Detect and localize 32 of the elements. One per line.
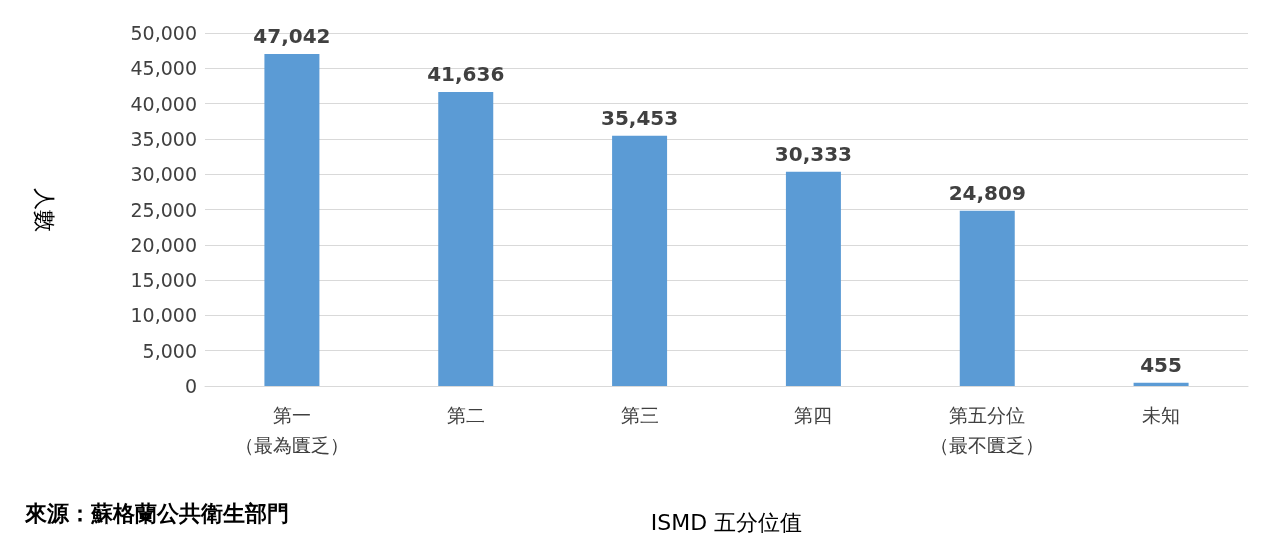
y-tick-label: 15,000: [130, 269, 197, 292]
y-tick-label: 50,000: [130, 22, 197, 44]
bar: [785, 171, 841, 386]
y-axis-title: 人數: [31, 187, 57, 232]
bar: [438, 92, 494, 386]
data-label: 35,453: [600, 105, 679, 130]
bar: [959, 210, 1015, 386]
y-tick-label: 20,000: [130, 233, 197, 256]
bar: [1133, 382, 1189, 386]
y-tick-label: 45,000: [130, 57, 197, 80]
x-tick-label: 第二: [446, 404, 485, 426]
x-tick-label: 未知: [1142, 404, 1181, 426]
y-tick-label: 10,000: [130, 304, 197, 327]
y-tick-label: 0: [184, 375, 197, 397]
bar: [612, 135, 668, 386]
y-tick-label: 30,000: [130, 163, 197, 186]
y-tick-label: 5,000: [142, 339, 197, 362]
data-label: 455: [1140, 352, 1182, 377]
x-axis-title: ISMD 五分位值: [650, 509, 803, 535]
data-label: 41,636: [427, 62, 505, 87]
data-label: 47,042: [253, 23, 331, 48]
bar: [264, 53, 320, 386]
x-tick-label: 第一（最為匱乏）: [234, 404, 349, 456]
y-tick-label: 40,000: [130, 92, 197, 115]
x-tick-label: 第三: [620, 404, 659, 426]
y-tick-label: 25,000: [130, 198, 197, 221]
text: 來源：蘇格蘭公共衛生部門: [24, 500, 289, 526]
data-label: 24,809: [948, 180, 1026, 205]
x-tick-label: 第四: [794, 404, 833, 426]
data-label: 30,333: [774, 141, 853, 166]
x-tick-label: 第五分位（最不匱乏）: [930, 404, 1045, 456]
y-tick-label: 35,000: [130, 127, 197, 150]
